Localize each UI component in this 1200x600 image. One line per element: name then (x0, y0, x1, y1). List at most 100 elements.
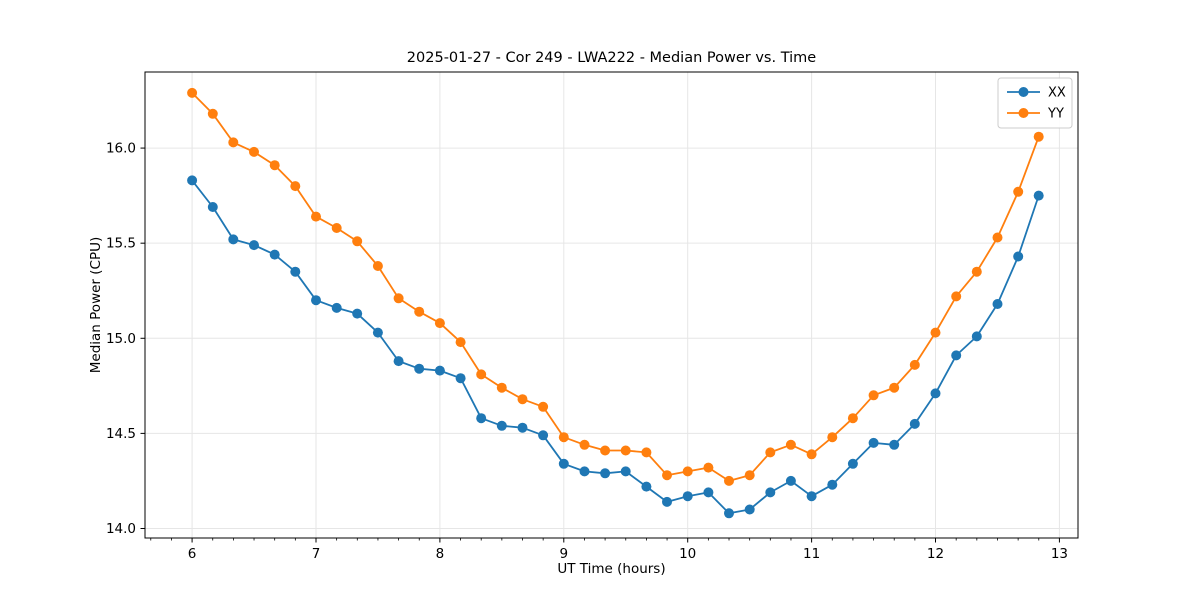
data-point-XX (414, 363, 425, 374)
data-point-YY (393, 293, 404, 304)
data-point-XX (228, 234, 239, 245)
data-point-YY (909, 359, 920, 370)
data-point-XX (496, 420, 507, 431)
y-tick-label: 14.5 (106, 426, 136, 442)
data-point-XX (352, 308, 363, 319)
legend-sample-marker (1018, 108, 1029, 118)
data-point-YY (331, 223, 342, 233)
data-point-YY (868, 390, 879, 401)
data-point-YY (1013, 186, 1024, 197)
data-point-YY (476, 369, 487, 380)
data-point-XX (372, 327, 383, 338)
data-point-XX (930, 388, 941, 399)
data-point-YY (187, 87, 198, 98)
y-tick-label: 14.0 (106, 521, 136, 537)
data-point-XX (476, 413, 487, 424)
data-point-YY (992, 232, 1003, 243)
data-point-XX (455, 373, 466, 384)
data-point-XX (909, 418, 920, 429)
x-tick-label: 12 (927, 546, 944, 562)
data-point-XX (538, 430, 549, 441)
data-point-YY (744, 470, 755, 481)
series-line-XX (191, 179, 1040, 515)
data-point-XX (207, 202, 218, 212)
data-point-YY (765, 447, 776, 458)
legend-label-XX: XX (1048, 86, 1066, 101)
data-point-YY (889, 382, 900, 393)
data-point-YY (806, 449, 817, 460)
data-point-XX (620, 466, 631, 477)
data-point-XX (1033, 190, 1044, 201)
y-axis-label: Median Power (CPU) (88, 236, 104, 374)
data-point-YY (269, 160, 280, 171)
legend-sample-marker (1018, 87, 1029, 97)
data-point-XX (434, 365, 445, 376)
x-tick-label: 10 (679, 546, 696, 562)
data-point-YY (785, 439, 796, 450)
data-point-XX (290, 266, 301, 277)
x-tick-label: 13 (1051, 546, 1068, 562)
data-point-XX (951, 350, 962, 361)
data-point-XX (971, 331, 982, 342)
data-point-XX (847, 458, 858, 469)
data-point-YY (600, 445, 611, 456)
data-point-YY (455, 337, 466, 348)
x-tick-label: 7 (312, 546, 321, 562)
data-point-YY (620, 445, 631, 456)
data-point-XX (724, 508, 734, 519)
data-point-XX (889, 439, 900, 450)
data-point-YY (724, 475, 734, 486)
data-point-YY (434, 318, 445, 329)
data-point-YY (930, 327, 941, 338)
data-point-XX (703, 487, 714, 498)
data-point-XX (992, 299, 1003, 309)
data-point-YY (311, 211, 321, 222)
data-point-XX (579, 466, 590, 477)
data-point-YY (662, 470, 672, 481)
data-point-XX (331, 302, 342, 313)
data-point-YY (641, 447, 652, 458)
data-point-YY (352, 236, 363, 247)
chart-title: 2025-01-27 - Cor 249 - LWA222 - Median P… (406, 50, 817, 66)
data-point-XX (600, 468, 611, 479)
plot-border (144, 71, 1079, 539)
x-axis-label: UT Time (hours) (557, 561, 666, 577)
data-point-XX (662, 496, 672, 507)
data-point-YY (414, 306, 425, 317)
data-point-YY (496, 382, 507, 393)
y-tick-label: 15.5 (106, 236, 136, 252)
data-point-YY (847, 413, 858, 424)
data-point-YY (372, 261, 383, 271)
data-point-XX (785, 475, 796, 486)
data-point-YY (228, 137, 239, 148)
data-point-XX (249, 240, 259, 251)
data-point-XX (765, 487, 776, 498)
data-point-XX (393, 356, 404, 367)
legend-label-YY: YY (1047, 107, 1064, 122)
data-point-YY (1033, 131, 1044, 142)
y-tick-label: 16.0 (106, 141, 136, 157)
data-point-YY (249, 146, 259, 157)
data-point-XX (311, 295, 321, 306)
data-point-YY (703, 462, 714, 473)
data-point-XX (641, 481, 652, 492)
y-tick-label: 15.0 (106, 331, 136, 347)
data-point-YY (558, 432, 569, 443)
data-point-YY (517, 394, 528, 405)
data-point-XX (558, 458, 569, 469)
data-point-XX (868, 437, 879, 448)
data-point-XX (682, 491, 693, 502)
data-point-XX (806, 491, 817, 502)
legend-box (997, 77, 1073, 129)
data-point-YY (579, 439, 590, 450)
data-point-YY (971, 266, 982, 277)
data-point-XX (269, 249, 280, 260)
x-tick-label: 9 (559, 546, 568, 562)
data-point-YY (951, 291, 962, 302)
data-point-YY (207, 108, 218, 119)
data-point-YY (290, 181, 301, 192)
data-point-XX (827, 479, 838, 490)
x-tick-label: 8 (436, 546, 445, 562)
